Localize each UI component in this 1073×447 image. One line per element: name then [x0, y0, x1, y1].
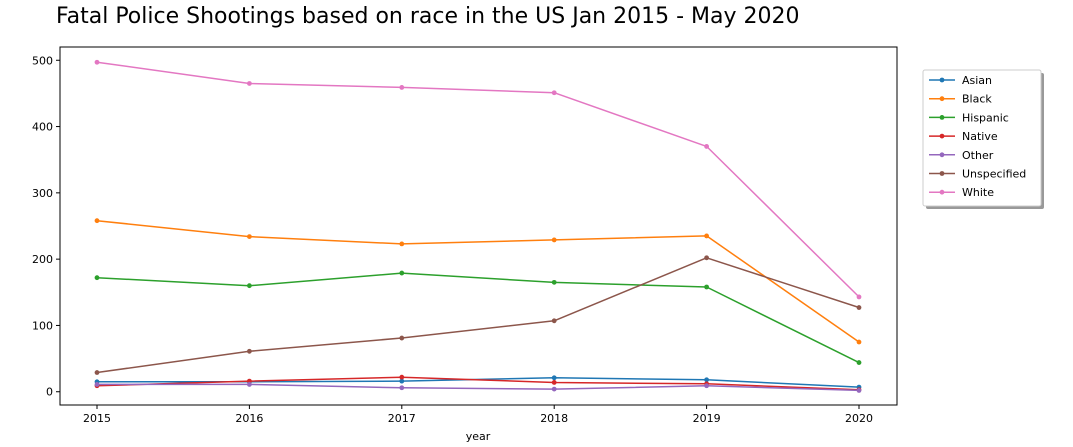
series-line-other: [97, 383, 860, 392]
x-tick-label: 2019: [693, 412, 721, 425]
data-point-hispanic: [551, 279, 557, 285]
data-point-white: [247, 81, 252, 86]
data-point-other: [94, 382, 100, 387]
data-point-asian: [704, 377, 709, 383]
data-point-white: [704, 144, 709, 149]
data-point-black: [551, 237, 557, 243]
legend-item-black: Black: [929, 93, 992, 106]
legend-box: [922, 69, 1042, 207]
data-point-hispanic: [94, 275, 100, 281]
data-point-other: [551, 386, 557, 392]
data-point-unspecified: [856, 305, 862, 310]
series-hispanic: [94, 270, 862, 365]
data-point-white: [856, 294, 862, 300]
y-tick-label: 300: [32, 187, 53, 200]
legend-item-asian: Asian: [929, 74, 992, 87]
data-point-black: [856, 339, 862, 345]
data-point-black: [247, 234, 252, 240]
series-line-hispanic: [96, 272, 860, 364]
x-tick-label: 2015: [83, 412, 111, 425]
series-other: [94, 382, 862, 393]
legend-label: Unspecified: [962, 168, 1026, 181]
data-point-hispanic: [704, 284, 709, 290]
data-point-asian: [551, 375, 557, 381]
data-point-white: [399, 85, 405, 90]
data-point-other: [247, 382, 252, 387]
data-point-unspecified: [551, 318, 557, 324]
plot-lines: [94, 59, 862, 393]
series-white: [94, 59, 862, 300]
series-black: [94, 218, 862, 345]
x-tick-label: 2017: [388, 412, 416, 425]
legend-label: Asian: [962, 74, 992, 87]
x-axis: 2015 2016 2017 2018 2019 2020: [83, 405, 873, 425]
legend-swatch-marker: [939, 189, 945, 195]
data-point-hispanic: [856, 360, 862, 365]
legend-label: Native: [962, 130, 998, 143]
y-axis: 0 100 200 300 400 500: [32, 54, 60, 399]
x-tick-label: 2020: [845, 412, 873, 425]
legend-swatch-marker: [939, 77, 945, 83]
legend-swatch-marker: [939, 96, 945, 102]
data-point-asian: [399, 378, 405, 384]
legend-item-native: Native: [929, 130, 998, 143]
series-line-black: [96, 219, 860, 343]
legend-item-hispanic: Hispanic: [929, 111, 1009, 124]
legend-label: Black: [962, 93, 992, 106]
legend-label: Other: [962, 149, 994, 162]
legend-swatch-marker: [939, 171, 945, 176]
y-tick-label: 100: [32, 319, 53, 332]
chart-title: Fatal Police Shootings based on race in …: [56, 4, 800, 29]
legend: Asian Black Hispanic Native Other Unspecified…: [922, 69, 1044, 209]
data-point-black: [704, 233, 709, 239]
legend-item-unspecified: Unspecified: [929, 168, 1026, 181]
legend-swatch-marker: [939, 133, 945, 139]
data-point-native: [399, 374, 405, 380]
data-point-black: [399, 241, 405, 247]
x-axis-label: year: [466, 430, 491, 443]
legend-label: Hispanic: [962, 111, 1009, 124]
series-line-white: [96, 61, 860, 298]
legend-swatch-marker: [939, 115, 945, 120]
data-point-other: [704, 383, 709, 389]
y-tick-label: 400: [32, 121, 53, 134]
legend-item-other: Other: [929, 149, 994, 162]
data-point-unspecified: [399, 335, 405, 341]
data-point-native: [247, 378, 252, 384]
data-point-unspecified: [247, 348, 252, 354]
legend-swatch-marker: [939, 152, 945, 158]
data-point-hispanic: [399, 270, 405, 276]
data-point-other: [399, 385, 405, 391]
y-tick-label: 200: [32, 253, 53, 266]
y-tick-label: 0: [46, 386, 53, 399]
data-point-unspecified: [704, 255, 709, 261]
data-point-white: [551, 90, 557, 96]
plot-area-frame: [59, 46, 898, 406]
legend-item-white: White: [929, 186, 994, 199]
legend-items: Asian Black Hispanic Native Other Unspecified…: [929, 74, 1026, 199]
x-tick-label: 2016: [235, 412, 263, 425]
data-point-black: [94, 218, 100, 224]
x-tick-label: 2018: [540, 412, 568, 425]
series-unspecified: [94, 255, 862, 375]
data-point-native: [551, 380, 557, 385]
legend-label: White: [962, 186, 994, 199]
series-line-native: [96, 376, 860, 391]
data-point-hispanic: [247, 283, 252, 289]
data-point-white: [94, 59, 100, 65]
series-native: [94, 374, 862, 393]
y-tick-label: 500: [32, 54, 53, 67]
data-point-other: [856, 388, 862, 393]
data-point-unspecified: [94, 370, 100, 375]
series-line-unspecified: [96, 257, 860, 374]
